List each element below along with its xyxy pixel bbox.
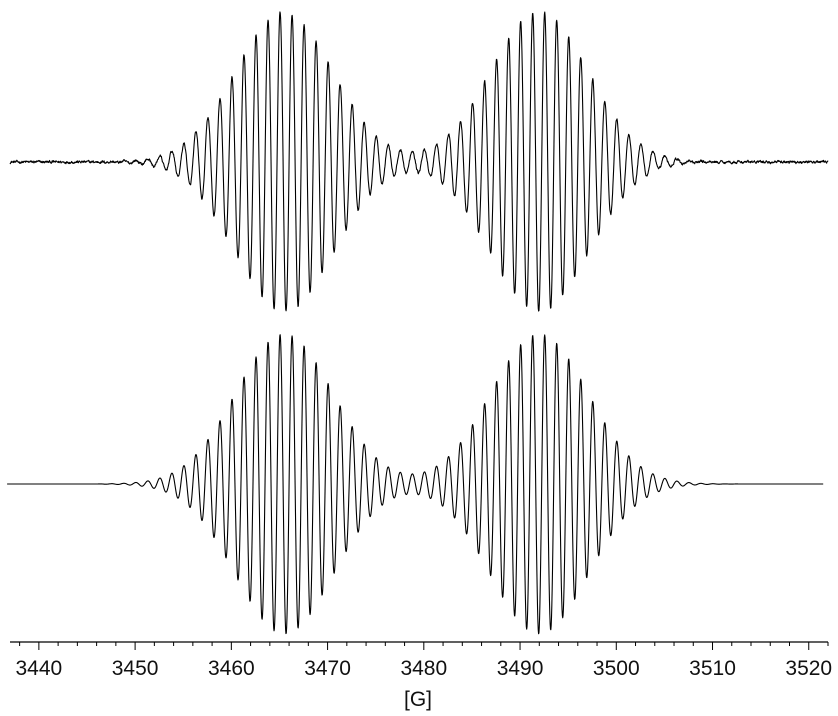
x-tick-label: 3460 — [208, 657, 255, 680]
x-tick-label: 3470 — [304, 657, 351, 680]
x-tick-label: 3490 — [497, 657, 544, 680]
x-tick-label: 3510 — [689, 657, 736, 680]
x-tick-label: 3500 — [593, 657, 640, 680]
x-axis-ticks — [19, 642, 829, 650]
experimental-spectrum-line — [9, 11, 829, 312]
x-tick-label: 3520 — [785, 657, 832, 680]
x-axis: 3440 3450 3460 3470 3480 3490 3500 3510 3520 — [10, 641, 833, 680]
spectra-group — [6, 11, 829, 635]
x-axis-tick-labels: 3440 3450 3460 3470 3480 3490 3500 3510 3520 — [16, 657, 833, 680]
x-tick-label: 3480 — [400, 657, 447, 680]
x-axis-title: [G] — [404, 688, 432, 711]
x-tick-label: 3440 — [16, 657, 63, 680]
x-tick-label: 3450 — [112, 657, 159, 680]
simulated-spectrum-line — [6, 334, 824, 635]
